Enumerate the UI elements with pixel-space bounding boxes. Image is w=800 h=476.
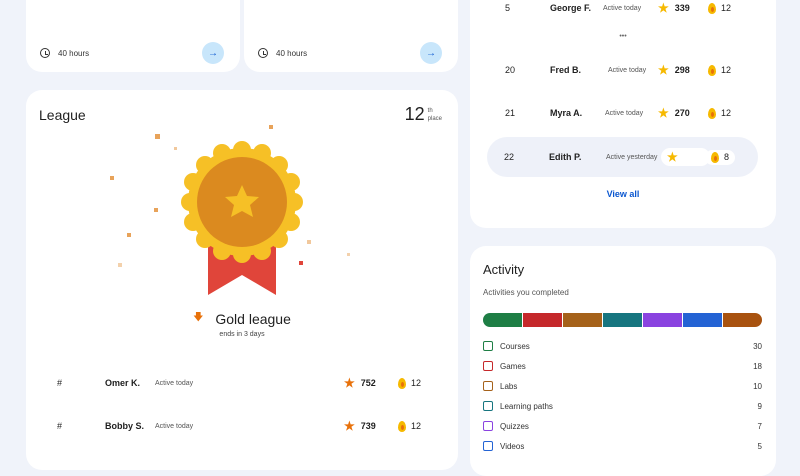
activity-item[interactable]: Courses 30 — [483, 339, 762, 353]
star-icon: ★ — [667, 150, 678, 164]
leaderboard-row[interactable]: 5 George F. Active today ★ 339 12 — [505, 1, 732, 15]
leaderboard-row[interactable]: 22 Edith P. Active yesterday ★ 8 — [487, 137, 758, 177]
activity-subtitle: Activities you completed — [483, 288, 569, 297]
open-course-button[interactable]: → — [202, 42, 224, 64]
leaderboard-row[interactable]: 20 Fred B. Active today ★ 298 12 — [505, 63, 732, 77]
activity-item[interactable]: Labs 10 — [483, 379, 762, 393]
flame-icon — [711, 151, 719, 163]
activity-bar-segment — [483, 313, 522, 327]
duration: 40 hours — [58, 48, 90, 58]
star-icon: ★ — [344, 419, 355, 433]
duration: 40 hours — [276, 48, 308, 58]
activity-title: Activity — [483, 262, 525, 277]
activity-card: Activity Activities you completed Course… — [470, 246, 776, 476]
arrow-down-icon: 🡇 — [193, 312, 204, 323]
flame-icon — [708, 107, 716, 119]
activity-bar-segment — [723, 313, 762, 327]
activity-bar-segment — [563, 313, 602, 327]
flame-icon — [708, 2, 716, 14]
game-icon — [483, 361, 493, 371]
activity-bar-segment — [643, 313, 682, 327]
quiz-icon — [483, 421, 493, 431]
star-icon: ★ — [658, 1, 669, 15]
flask-icon — [483, 381, 493, 391]
path-icon — [483, 401, 493, 411]
clock-icon — [258, 48, 268, 58]
leaderboard-row[interactable]: # Omer K. Active today ★ 752 12 — [57, 376, 422, 390]
activity-bar-segment — [683, 313, 722, 327]
book-icon — [483, 341, 493, 351]
activity-bar-segment — [523, 313, 562, 327]
league-title: League — [39, 107, 86, 123]
league-name: 🡇 Gold league — [193, 310, 291, 327]
league-place: 12 th place — [404, 104, 442, 124]
activity-item[interactable]: Videos 5 — [483, 439, 762, 453]
clock-icon — [40, 48, 50, 58]
flame-icon — [398, 420, 406, 432]
course-card[interactable]: 40 hours → — [26, 0, 240, 72]
star-icon: ★ — [658, 63, 669, 77]
open-course-button[interactable]: → — [420, 42, 442, 64]
flame-icon — [398, 377, 406, 389]
league-card: League 12 th place 🡇 Gold league ends in … — [26, 90, 458, 470]
star-icon: ★ — [344, 376, 355, 390]
gold-medal-icon — [110, 125, 350, 295]
view-all-link[interactable]: View all — [606, 189, 640, 199]
activity-bar-segment — [603, 313, 642, 327]
activity-item[interactable]: Learning paths 9 — [483, 399, 762, 413]
ellipsis: ••• — [619, 33, 627, 40]
activity-bar — [483, 313, 762, 327]
star-icon: ★ — [658, 106, 669, 120]
course-card[interactable]: 40 hours → — [244, 0, 458, 72]
leaderboard-row[interactable]: 21 Myra A. Active today ★ 270 12 — [505, 106, 732, 120]
activity-item[interactable]: Games 18 — [483, 359, 762, 373]
activity-item[interactable]: Quizzes 7 — [483, 419, 762, 433]
leaderboard-row[interactable]: # Bobby S. Active today ★ 739 12 — [57, 419, 422, 433]
flame-icon — [708, 64, 716, 76]
leaderboard-card: ••• 5 George F. Active today ★ 339 12 20 … — [470, 0, 776, 228]
league-ends: ends in 3 days — [219, 331, 265, 338]
